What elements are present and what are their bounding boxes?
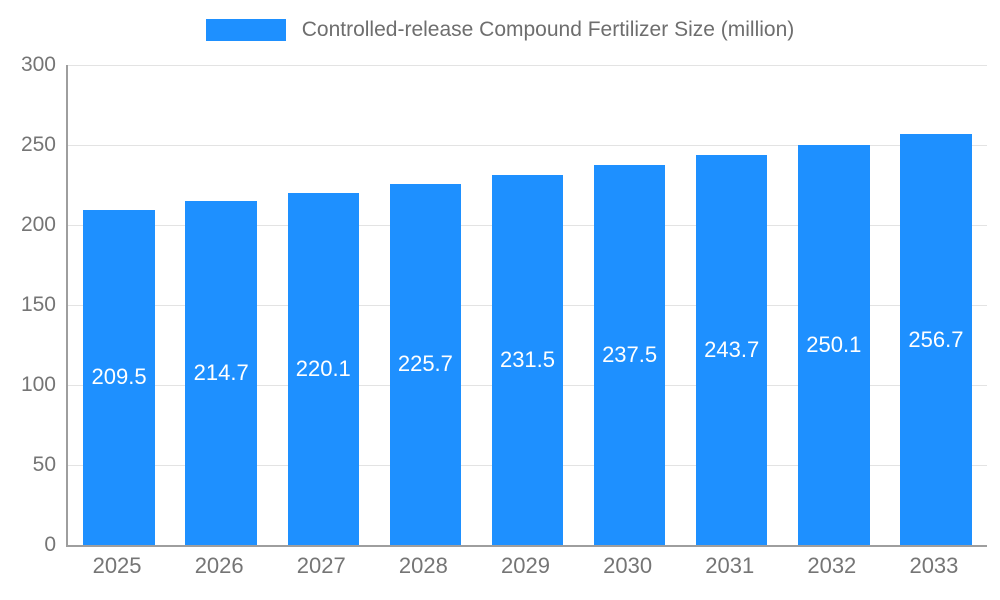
x-axis-tick-label: 2029 [501,553,550,578]
bar: 250.1 [798,144,870,545]
bar: 237.5 [593,165,666,545]
bar-value-label: 243.7 [704,337,760,363]
bar-value-label: 250.1 [806,331,862,357]
gridline [68,145,987,146]
y-axis-tick-label: 150 [20,293,56,316]
bar: 243.7 [695,155,768,545]
bar-value-label: 225.7 [397,351,453,377]
chart-title: Controlled-release Compound Fertilizer S… [301,18,795,41]
bar-band: 237.5 [579,65,681,545]
bar-band: 214.7 [170,65,272,545]
bar-value-label: 214.7 [193,360,249,386]
x-axis-tick-label: 2027 [296,553,346,578]
bar-value-label: 220.1 [295,355,351,381]
bar-band: 231.5 [476,65,578,545]
bar: 256.7 [900,134,972,545]
plot-area: 209.5 214.7 220.1 225.7 231.5 237.5 243.7 250.1… [66,65,987,547]
y-axis-tick-label: 300 [20,53,56,76]
bar-band: 209.5 [68,65,170,545]
x-axis-tick-label: 2033 [909,553,959,578]
bar: 225.7 [389,183,462,545]
bar-band: 225.7 [374,65,476,545]
x-axis-tick-label: 2030 [603,553,653,578]
y-axis: 0 50 100 150 200 250 300 [0,53,56,556]
x-axis-tick-label: 2025 [92,553,142,578]
legend-swatch [205,19,286,41]
x-axis: 2025 2026 2027 2028 2029 2030 2031 2032 2033 [66,553,985,579]
bar-band: 250.1 [783,65,885,545]
bar: 209.5 [83,209,155,545]
y-axis-tick-label: 200 [20,213,56,236]
y-axis-tick-label: 250 [20,133,56,156]
x-axis-tick-label: 2028 [398,553,448,578]
bar: 220.1 [287,192,359,545]
bar-value-label: 231.5 [499,346,556,372]
x-axis-tick-label: 2026 [194,553,244,578]
y-axis-tick-label: 0 [44,533,56,556]
bar: 231.5 [491,174,564,545]
x-axis-tick-label: 2031 [705,553,755,578]
bar-value-label: 256.7 [908,326,964,352]
x-axis-tick-label: 2032 [807,553,857,578]
y-axis-tick-label: 100 [20,373,56,396]
y-axis-tick-label: 50 [32,453,56,476]
bar-value-label: 209.5 [91,364,147,390]
bar-band: 220.1 [272,65,374,545]
bar-value-label: 237.5 [602,342,658,367]
gridline [68,65,987,66]
bars-group: 209.5 214.7 220.1 225.7 231.5 237.5 243.7 250.1… [68,65,987,545]
legend: Controlled-release Compound Fertilizer S… [0,18,1000,42]
bar-band: 256.7 [885,65,987,545]
bar: 214.7 [185,201,257,545]
bar-band: 243.7 [681,65,783,545]
